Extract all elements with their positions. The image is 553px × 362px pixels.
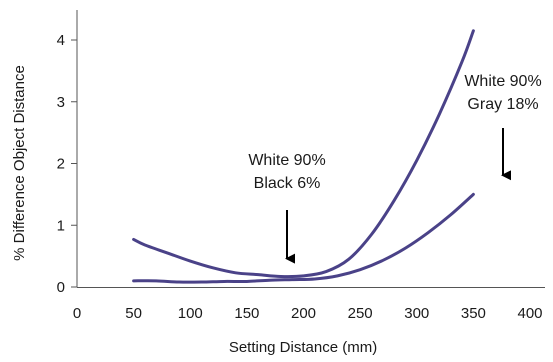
x-tick-label: 300 [404,305,429,322]
series-lines [132,29,475,284]
annotation-text: Black 6% [254,175,321,192]
annotation-2: White 90% Gray 18% [464,73,542,181]
annotation-1: White 90% Black 6% [248,152,326,264]
x-tick-label: 200 [291,305,316,322]
annotation-text: Gray 18% [467,96,538,113]
x-tick-label: 150 [234,305,259,322]
x-axis-label: Setting Distance (mm) [229,339,377,356]
y-tick-label: 0 [57,279,65,296]
y-tick-label: 3 [57,94,65,111]
annotation-text: White 90% [464,73,541,90]
series-line-1 [132,29,475,279]
series-line-2 [132,192,475,284]
x-tick-label: 100 [178,305,203,322]
x-tick-labels: 0 50 100 150 200 250 300 350 400 [73,305,543,322]
y-tick-label: 4 [57,32,65,49]
x-tick-label: 350 [461,305,486,322]
annotation-text: White 90% [248,152,325,169]
y-tick-label: 1 [57,217,65,234]
x-tick-label: 250 [348,305,373,322]
y-tick-labels: 0 1 2 3 4 [57,32,65,296]
x-tick-label: 50 [125,305,142,322]
x-tick-label: 0 [73,305,81,322]
axes [71,10,545,288]
y-axis-label: % Difference Object Distance [11,65,28,261]
x-tick-label: 400 [517,305,542,322]
y-tick-label: 2 [57,156,65,173]
annotations: White 90% Black 6% White 90% Gray 18% [248,73,542,264]
